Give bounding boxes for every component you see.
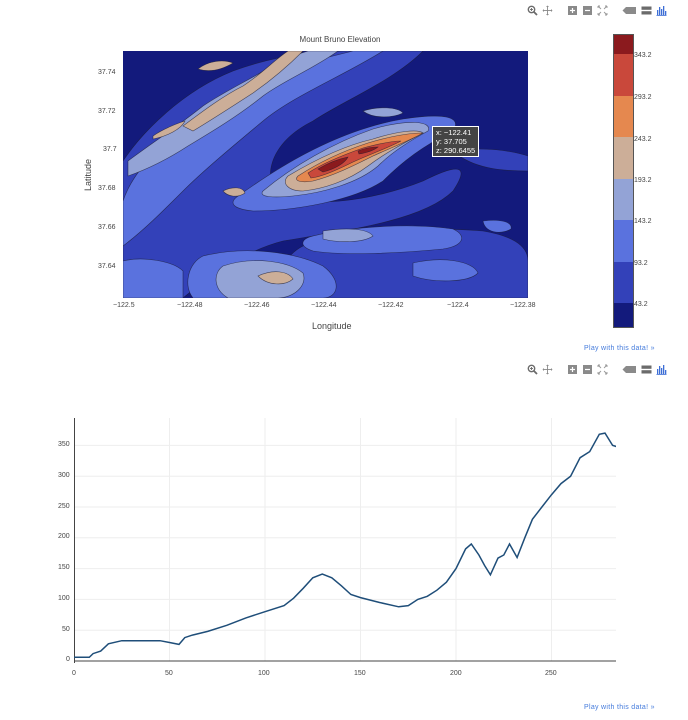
zoom-icon[interactable] [527,5,538,16]
y-tick: 37.7 [103,146,117,153]
zoom-in-icon[interactable] [567,364,578,375]
y-tick: 250 [58,503,70,510]
colorbar-band [614,220,633,262]
pan-icon[interactable] [542,364,553,375]
contour-chart-title: Mount Bruno Elevation [299,35,381,44]
contour-y-axis-label: Latitude [83,158,94,192]
y-tick: 300 [58,472,70,479]
colorbar-tick: 293.2 [634,94,652,101]
autoscale-icon[interactable] [597,364,608,375]
hover-closest-icon[interactable] [622,5,637,16]
line-plot-area[interactable] [74,418,616,663]
hover-closest-icon[interactable] [622,364,637,375]
hover-tooltip: x: −122.41 y: 37.705 z: 290.6455 [432,126,480,157]
y-tick: 37.68 [98,185,116,192]
plotly-logo-icon[interactable] [656,364,667,375]
y-tick: 37.66 [98,224,116,231]
y-tick: 50 [62,626,70,633]
zoom-icon[interactable] [527,364,538,375]
colorbar-band [614,137,633,179]
colorbar-tick: 93.2 [634,260,648,267]
colorbar-tick: 193.2 [634,177,652,184]
colorbar [613,34,634,328]
elevation-line[interactable] [74,432,616,659]
x-tick: 50 [165,670,173,677]
modebar-bottom [527,362,667,376]
play-with-data-link[interactable]: Play with this data! » [584,345,655,352]
colorbar-band [614,262,633,303]
tooltip-y: y: 37.705 [436,137,467,146]
colorbar-band [614,96,633,137]
x-tick: 0 [72,670,76,677]
hover-compare-icon[interactable] [641,364,652,375]
modebar-top [527,3,667,17]
x-tick: 250 [545,670,557,677]
x-tick: −122.42 [378,302,404,309]
x-tick: −122.38 [510,302,536,309]
x-tick: −122.44 [311,302,337,309]
x-tick: 100 [258,670,270,677]
pan-icon[interactable] [542,5,553,16]
y-tick: 0 [66,656,70,663]
colorbar-band [614,54,633,96]
x-tick: 200 [450,670,462,677]
play-with-data-link[interactable]: Play with this data! » [584,704,655,711]
tooltip-x: x: −122.41 [436,128,472,137]
colorbar-tick: 143.2 [634,218,652,225]
hover-compare-icon[interactable] [641,5,652,16]
x-tick: −122.48 [177,302,203,309]
zoom-in-icon[interactable] [567,5,578,16]
y-tick: 37.72 [98,108,116,115]
y-tick: 350 [58,441,70,448]
contour-plot-area[interactable] [123,51,528,298]
colorbar-tick: 243.2 [634,136,652,143]
x-tick: 150 [354,670,366,677]
zoom-out-icon[interactable] [582,364,593,375]
autoscale-icon[interactable] [597,5,608,16]
contour-x-axis-label: Longitude [312,321,352,331]
y-tick: 200 [58,533,70,540]
zoom-out-icon[interactable] [582,5,593,16]
colorbar-band [614,35,633,54]
y-tick: 37.74 [98,69,116,76]
tooltip-z: z: 290.6455 [436,146,476,155]
colorbar-band [614,303,633,327]
y-tick: 100 [58,595,70,602]
plotly-logo-icon[interactable] [656,5,667,16]
y-tick: 150 [58,564,70,571]
x-tick: −122.5 [113,302,135,309]
y-tick: 37.64 [98,263,116,270]
x-tick: −122.46 [244,302,270,309]
x-tick: −122.4 [447,302,469,309]
colorbar-band [614,179,633,220]
colorbar-tick: 343.2 [634,52,652,59]
colorbar-tick: 43.2 [634,301,648,308]
